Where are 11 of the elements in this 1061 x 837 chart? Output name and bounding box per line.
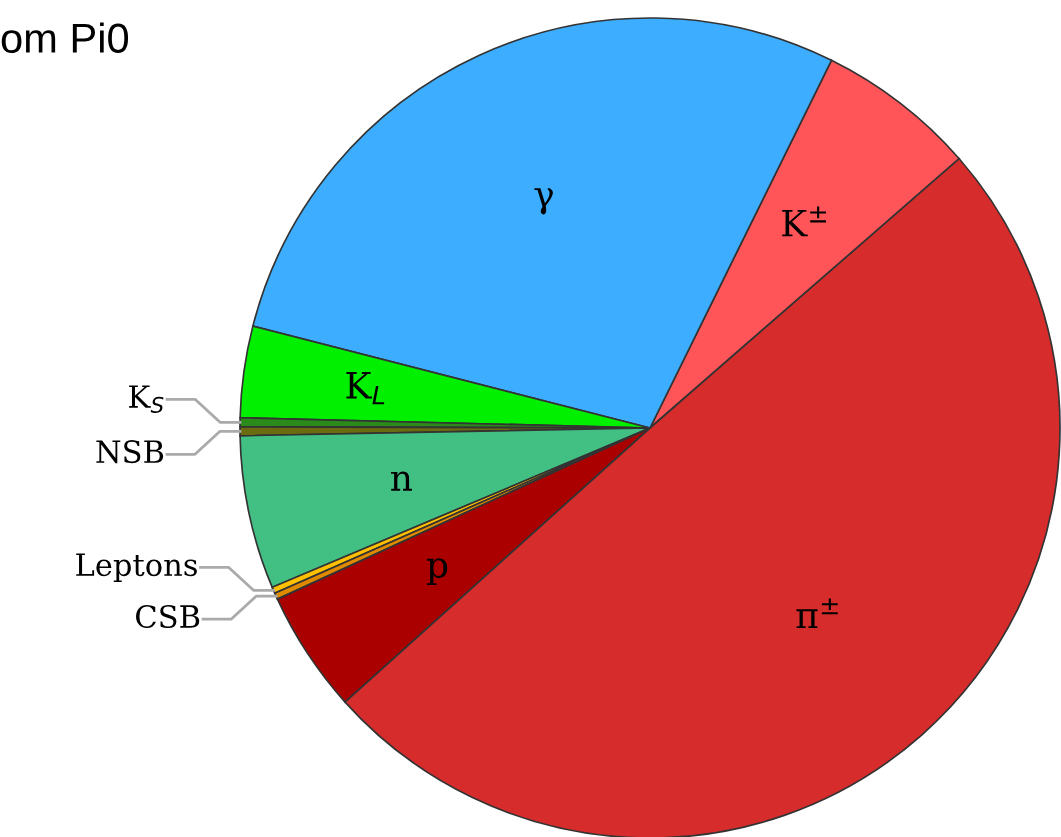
- slice-label: CSB: [136, 604, 200, 629]
- slice-label: K$_{S}$: [129, 385, 164, 413]
- slice-label: Leptons: [76, 553, 197, 583]
- slice-label: p: [427, 558, 448, 586]
- chart-title: om Pi0: [1, 22, 129, 54]
- slice-label: K$_{L}$: [346, 372, 385, 405]
- slice-label: n: [391, 471, 412, 491]
- slice-label: γ: [534, 188, 553, 215]
- slice-label: π$^{±}$: [796, 598, 838, 629]
- slice-label: K$^{±}$: [782, 206, 827, 237]
- slice-label: NSB: [96, 440, 164, 464]
